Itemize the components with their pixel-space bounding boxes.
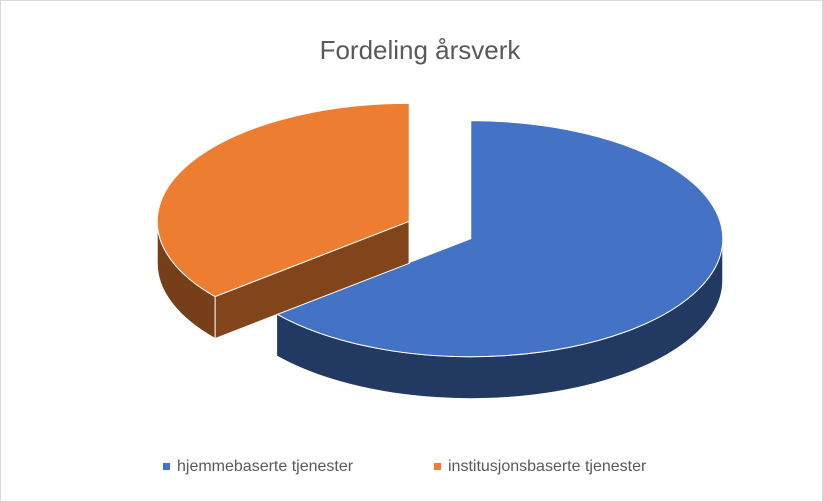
slice-top [156,102,410,298]
chart-title: Fordeling årsverk [320,35,522,65]
legend-swatch [434,463,441,470]
pie-slice [275,120,724,400]
slice-top [275,120,724,358]
pie-slice [156,102,410,340]
legend-label: institusjonsbaserte tjenester [448,458,647,475]
legend-label: hjemmebaserte tjenester [177,458,354,475]
legend-swatch [163,463,170,470]
